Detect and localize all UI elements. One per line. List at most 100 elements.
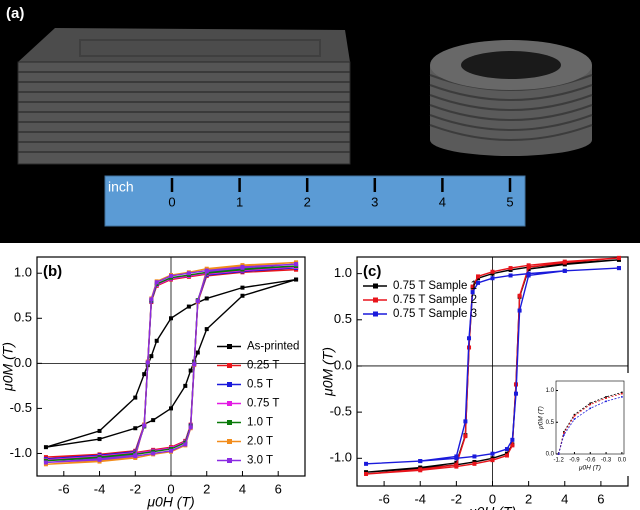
legend-marker xyxy=(227,344,232,349)
x-tick-label: 6 xyxy=(597,491,604,506)
ruler-tick-label: 4 xyxy=(439,194,446,209)
ruler-ticks: 0 1 2 3 4 5 xyxy=(168,178,514,209)
x-tick-label: 0 xyxy=(167,481,174,496)
data-point xyxy=(145,360,150,365)
data-point xyxy=(169,273,173,278)
legend-marker xyxy=(373,297,378,303)
x-axis-label: μ0H (T) xyxy=(578,465,601,472)
data-point xyxy=(149,297,154,302)
legend-marker xyxy=(227,401,232,406)
legend-marker xyxy=(227,439,232,444)
x-tick-label: -2 xyxy=(129,481,141,496)
data-point xyxy=(454,456,459,461)
legend-label: 2.0 T xyxy=(247,436,273,448)
data-point xyxy=(589,407,592,410)
x-tick-label: 4 xyxy=(561,491,568,506)
data-point xyxy=(490,451,495,456)
x-tick-label: 0.0 xyxy=(618,458,627,464)
data-point xyxy=(563,432,565,434)
y-tick-label: 0.5 xyxy=(334,311,352,326)
legend-label: 3.0 T xyxy=(247,455,273,467)
legend-marker xyxy=(227,420,232,425)
data-point xyxy=(510,443,515,448)
data-point xyxy=(169,406,173,411)
data-point xyxy=(490,458,495,463)
inset-background xyxy=(536,373,632,476)
data-point xyxy=(186,304,191,309)
data-point xyxy=(294,277,299,282)
data-point xyxy=(467,336,472,341)
block-outline xyxy=(17,61,351,165)
x-tick-label: -0.6 xyxy=(585,458,596,464)
legend-marker xyxy=(373,283,378,289)
data-point xyxy=(192,362,197,367)
legend-label: 0.75 T Sample 3 xyxy=(393,308,477,320)
y-tick-label: -1.0 xyxy=(330,450,352,465)
data-point xyxy=(142,423,147,428)
y-tick-label: 0.5 xyxy=(546,420,555,426)
data-point xyxy=(183,383,188,388)
data-point xyxy=(508,273,513,278)
x-tick-label: -6 xyxy=(378,491,390,506)
y-tick-label: 0.0 xyxy=(14,355,32,370)
x-tick-label: -4 xyxy=(414,491,426,506)
x-tick-label: 2 xyxy=(525,491,532,506)
data-point xyxy=(186,271,191,276)
data-point xyxy=(418,459,423,464)
block-layers xyxy=(18,71,350,153)
ruler xyxy=(104,175,526,227)
x-tick-label: 2 xyxy=(203,481,210,496)
data-point xyxy=(463,419,468,424)
panel-label: (a) xyxy=(6,5,24,22)
data-point xyxy=(204,327,209,332)
panel-label: (c) xyxy=(363,263,381,280)
legend-marker xyxy=(227,382,232,387)
data-point xyxy=(149,354,154,359)
chart: -6 -4 -2 0 2 4 6 -1.0 -0.5 0.0 0.5 1.0 (c) μ0H (T) μ0M… xyxy=(320,255,629,510)
data-point xyxy=(294,262,299,267)
data-point xyxy=(504,453,509,458)
block-top xyxy=(18,28,350,62)
data-point xyxy=(526,265,531,270)
legend-label: 0.75 T Sample 2 xyxy=(393,294,477,306)
data-point xyxy=(188,425,193,430)
data-point xyxy=(605,396,607,398)
data-point xyxy=(240,285,245,290)
x-tick-label: -0.3 xyxy=(601,458,612,464)
data-point xyxy=(621,392,623,395)
data-point xyxy=(621,396,623,398)
data-point xyxy=(573,415,576,417)
ring-hole xyxy=(461,51,561,79)
legend-label: 0.75 T Sample 1 xyxy=(393,280,477,292)
data-point xyxy=(508,266,513,271)
chart: -6 -4 -2 0 2 4 6 -1.0 -0.5 0.0 0.5 1.0 (b) μ0H (T) μ0M… xyxy=(0,256,306,510)
data-point xyxy=(204,269,209,274)
y-tick-label: 1.0 xyxy=(14,265,32,280)
ruler-tick-label: 3 xyxy=(371,194,378,209)
data-point xyxy=(240,293,245,298)
data-point xyxy=(490,276,495,281)
data-point xyxy=(563,430,565,433)
y-axis-label: μ0M (T) xyxy=(0,342,16,392)
legend-label: As-printed xyxy=(247,341,299,353)
data-point xyxy=(43,445,48,450)
block-infill xyxy=(79,39,321,57)
data-point xyxy=(133,395,138,400)
x-tick-label: -4 xyxy=(94,481,106,496)
data-point xyxy=(504,447,509,452)
x-tick-label: -1.2 xyxy=(553,458,564,464)
x-tick-label: -2 xyxy=(451,491,463,506)
data-point xyxy=(240,265,245,270)
data-point xyxy=(472,461,477,466)
data-point xyxy=(142,372,147,377)
data-point xyxy=(418,468,423,473)
data-point xyxy=(476,274,481,279)
data-point xyxy=(470,290,475,295)
data-point xyxy=(169,448,173,453)
data-point xyxy=(154,338,159,343)
series-line xyxy=(558,393,622,455)
data-point xyxy=(573,413,576,416)
data-point xyxy=(97,457,102,462)
